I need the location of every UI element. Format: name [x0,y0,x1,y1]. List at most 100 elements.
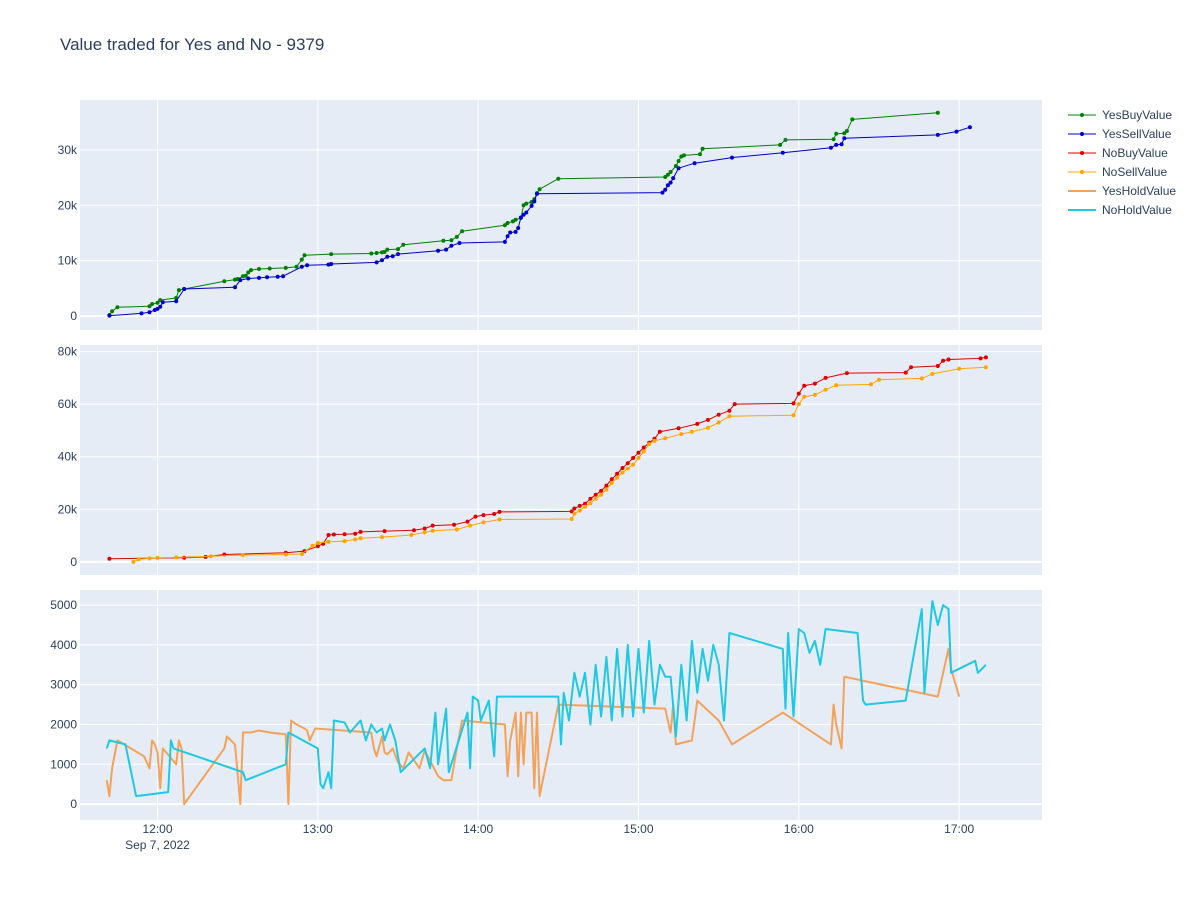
data-point-NoSellValue-26 [583,504,587,509]
data-point-NoSellValue-39 [652,438,657,443]
data-point-YesSellValue-49 [828,145,833,150]
data-point-NoBuyValue-22 [497,509,502,514]
data-point-NoBuyValue-35 [631,456,636,460]
data-point-YesBuyValue-16 [249,268,253,273]
data-point-NoBuyValue-43 [706,417,710,422]
legend-label: NoSellValue [1102,165,1167,179]
subplot-1: 0 10k 20k 30k [58,100,1042,330]
subplot-3: 0 1000 2000 3000 4000 5000 [50,590,1042,820]
data-point-NoBuyValue-6 [315,544,320,549]
data-point-NoBuyValue-9 [331,532,336,537]
legend-item-YesHoldValue[interactable]: YesHoldValue [1068,184,1176,198]
data-point-NoBuyValue-1 [182,555,187,560]
y-tick-label: 0 [70,309,77,323]
data-point-YesSellValue-27 [449,243,454,248]
data-point-YesBuyValue-50 [673,164,678,168]
data-point-YesSellValue-39 [535,191,539,196]
data-point-YesBuyValue-28 [385,247,390,252]
data-point-NoSellValue-32 [615,475,620,480]
data-point-NoBuyValue-17 [452,522,457,527]
y-tick-label: 60k [58,397,78,411]
data-point-NoBuyValue-44 [716,412,721,417]
y-tick-label: 4000 [50,638,77,652]
data-point-YesSellValue-47 [730,155,734,160]
data-point-YesSellValue-5 [158,304,163,309]
data-point-YesSellValue-42 [665,183,670,188]
data-point-NoBuyValue-59 [983,355,988,360]
data-point-NoSellValue-52 [869,382,873,387]
y-tick-label: 5000 [50,598,77,612]
data-point-YesBuyValue-34 [460,229,465,234]
data-point-NoBuyValue-46 [732,402,737,407]
data-point-YesSellValue-15 [281,274,286,279]
legend[interactable]: YesBuyValue YesSellValue NoBuyValue NoSellV… [1068,108,1176,217]
data-point-NoSellValue-13 [353,537,358,542]
y-tick-label: 10k [58,254,78,268]
data-point-YesBuyValue-54 [698,152,702,157]
data-point-YesBuyValue-45 [537,187,542,192]
x-tick-label: 17:00 [944,822,974,836]
data-point-NoBuyValue-51 [823,375,828,380]
data-point-YesSellValue-23 [390,254,395,259]
data-point-NoSellValue-55 [930,371,935,376]
data-point-YesBuyValue-57 [783,137,788,142]
data-point-NoBuyValue-58 [978,356,983,361]
data-point-YesSellValue-25 [436,248,441,253]
legend-marker [1080,132,1084,136]
data-point-NoBuyValue-53 [903,370,908,375]
x-date-label: Sep 7, 2022 [125,838,190,852]
legend-marker [1080,151,1084,155]
data-point-YesBuyValue-17 [257,267,261,271]
data-point-YesBuyValue-18 [267,266,272,271]
data-point-YesBuyValue-31 [441,238,446,243]
y-tick-label: 2000 [50,717,77,731]
data-point-NoSellValue-15 [380,535,384,540]
data-point-YesBuyValue-10 [222,279,227,284]
data-point-NoSellValue-35 [631,462,636,467]
data-point-YesBuyValue-58 [831,137,836,142]
legend-label: YesSellValue [1102,127,1172,141]
series-YesSellValue [107,125,972,318]
data-point-NoBuyValue-37 [641,445,646,450]
data-point-NoBuyValue-54 [909,365,914,370]
data-point-YesSellValue-26 [444,247,449,252]
data-point-NoBuyValue-36 [636,450,641,455]
data-point-NoBuyValue-24 [572,506,577,511]
data-point-NoSellValue-46 [791,413,796,418]
data-point-NoSellValue-4 [174,555,179,560]
data-point-YesBuyValue-41 [524,201,529,206]
data-point-NoSellValue-54 [919,376,924,381]
legend-item-NoSellValue[interactable]: NoSellValue [1068,165,1167,179]
data-point-YesBuyValue-25 [374,251,379,255]
data-point-NoSellValue-40 [663,436,668,441]
data-point-YesSellValue-0 [107,313,112,318]
data-point-YesBuyValue-33 [454,234,459,239]
data-point-NoSellValue-9 [310,543,315,548]
legend-item-YesBuyValue[interactable]: YesBuyValue [1068,108,1172,122]
data-point-NoBuyValue-20 [481,513,486,518]
data-point-NoBuyValue-0 [107,556,112,561]
legend-item-NoHoldValue[interactable]: NoHoldValue [1068,203,1172,217]
data-point-YesSellValue-28 [457,241,462,245]
data-point-NoSellValue-27 [588,501,593,506]
data-point-NoSellValue-34 [625,466,630,471]
legend-item-YesSellValue[interactable]: YesSellValue [1068,127,1172,141]
series-line-NoSellValue [133,366,986,563]
data-point-NoSellValue-44 [716,420,721,425]
data-point-YesSellValue-32 [513,229,518,234]
y-tick-label: 3000 [50,678,77,692]
data-point-YesSellValue-10 [238,278,243,283]
data-point-NoSellValue-12 [342,539,347,544]
data-point-NoBuyValue-45 [727,408,732,413]
legend-item-NoBuyValue[interactable]: NoBuyValue [1068,146,1168,160]
data-point-YesBuyValue-29 [396,247,400,252]
data-point-NoBuyValue-19 [473,514,478,519]
data-point-YesSellValue-13 [265,275,270,280]
data-point-YesBuyValue-3 [147,304,152,309]
data-point-YesSellValue-7 [174,299,179,304]
data-point-NoBuyValue-10 [342,532,347,537]
data-point-YesBuyValue-60 [842,131,847,136]
data-point-NoBuyValue-16 [430,523,435,528]
data-point-YesSellValue-14 [275,274,280,279]
